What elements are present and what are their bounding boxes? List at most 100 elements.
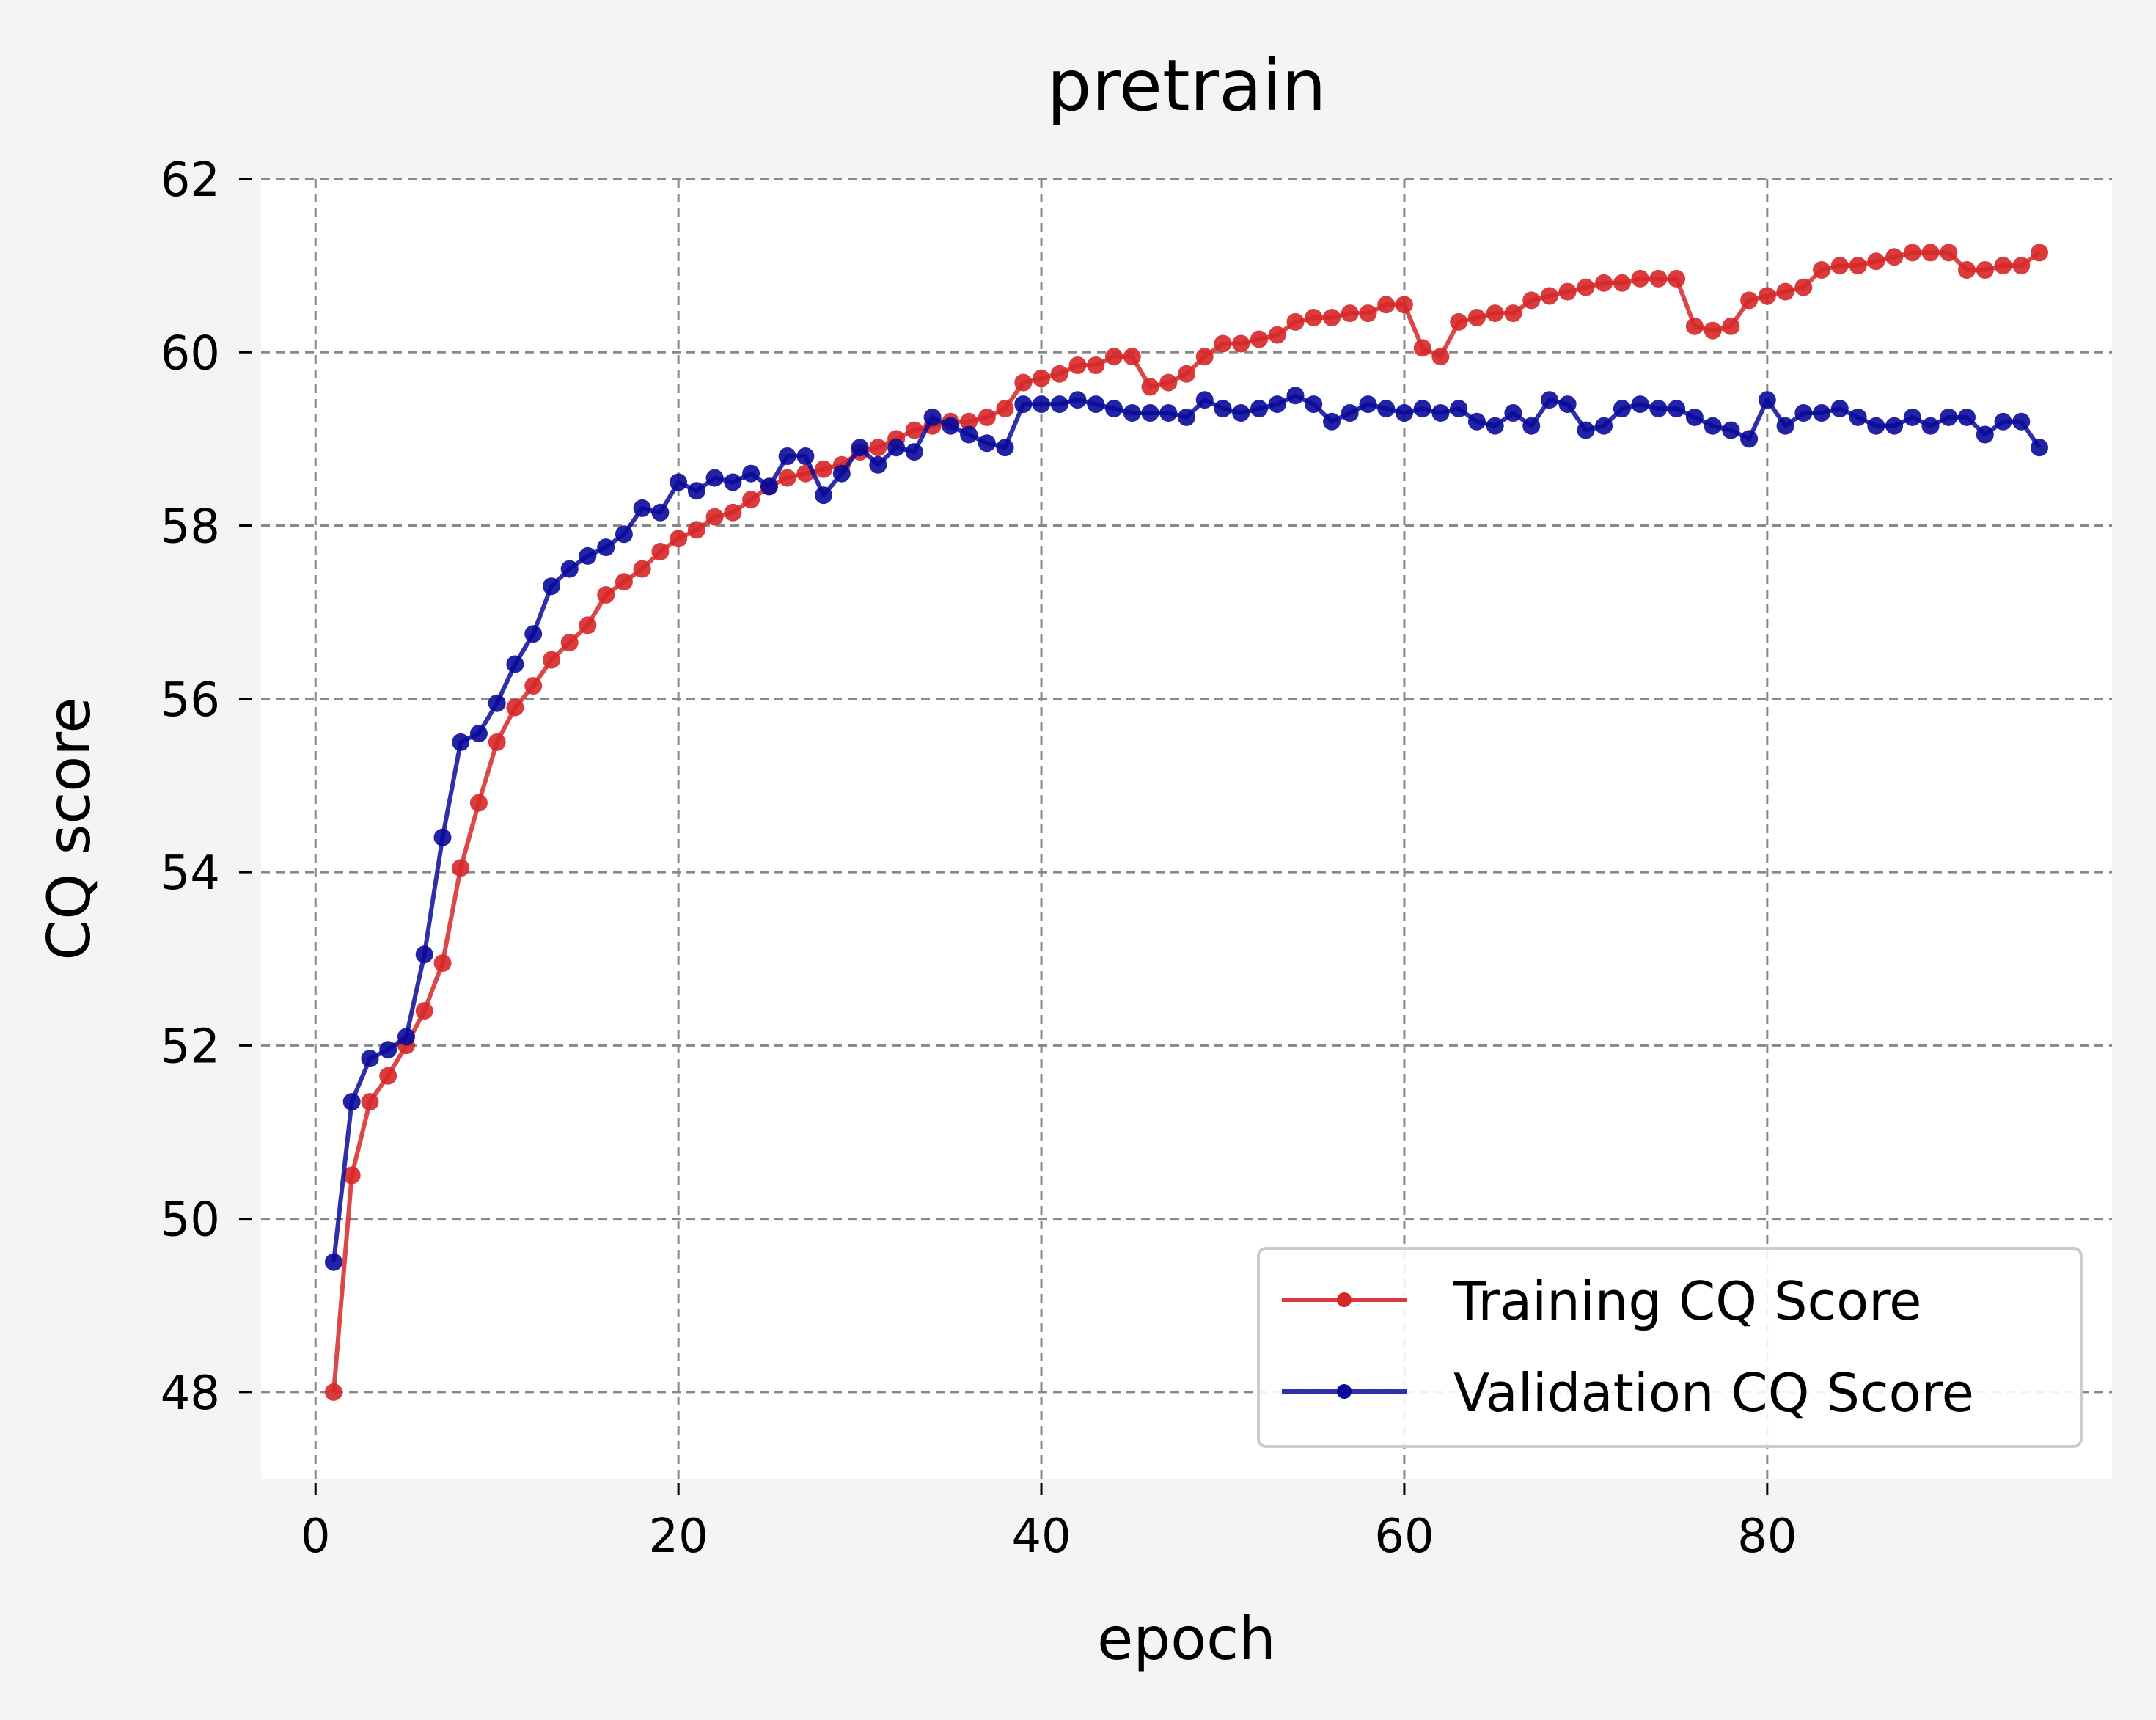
data-point-training-cq-score: [1141, 378, 1159, 396]
data-point-training-cq-score: [1359, 304, 1377, 323]
data-point-training-cq-score: [1305, 309, 1323, 326]
data-point-training-cq-score: [1087, 356, 1105, 374]
data-point-validation-cq-score: [1232, 404, 1250, 422]
data-point-validation-cq-score: [1504, 404, 1522, 422]
data-point-training-cq-score: [1050, 365, 1068, 383]
data-point-validation-cq-score: [1794, 404, 1813, 422]
data-point-validation-cq-score: [1649, 400, 1668, 418]
data-point-training-cq-score: [1722, 317, 1740, 335]
y-tick-label: 52: [161, 1020, 220, 1074]
data-point-validation-cq-score: [579, 546, 597, 565]
data-point-validation-cq-score: [796, 447, 815, 465]
data-point-validation-cq-score: [1068, 391, 1087, 409]
data-point-training-cq-score: [1958, 261, 1976, 279]
y-tick-label: 48: [161, 1366, 220, 1421]
data-point-validation-cq-score: [615, 525, 633, 544]
y-tick-label: 54: [161, 846, 220, 901]
data-point-validation-cq-score: [1014, 395, 1033, 414]
data-point-validation-cq-score: [851, 439, 869, 457]
data-point-validation-cq-score: [1830, 400, 1849, 418]
x-tick-label: 0: [301, 1509, 331, 1564]
data-point-validation-cq-score: [1813, 404, 1831, 422]
data-point-validation-cq-score: [415, 945, 433, 964]
data-point-validation-cq-score: [1885, 417, 1904, 435]
data-point-validation-cq-score: [1214, 400, 1232, 418]
legend-label-validation: Validation CQ Score: [1453, 1362, 1974, 1424]
data-point-validation-cq-score: [1123, 404, 1141, 422]
data-point-training-cq-score: [1794, 278, 1813, 296]
data-point-training-cq-score: [1830, 257, 1849, 275]
data-point-validation-cq-score: [1159, 404, 1178, 422]
data-point-training-cq-score: [651, 543, 670, 560]
data-point-training-cq-score: [687, 521, 705, 539]
data-point-training-cq-score: [1068, 356, 1087, 374]
data-point-validation-cq-score: [1704, 417, 1722, 435]
data-point-training-cq-score: [1033, 369, 1050, 387]
data-point-training-cq-score: [506, 698, 524, 717]
data-point-training-cq-score: [1195, 348, 1214, 366]
data-point-training-cq-score: [1758, 287, 1776, 305]
data-point-validation-cq-score: [1631, 395, 1649, 414]
data-point-training-cq-score: [615, 573, 633, 591]
data-point-training-cq-score: [978, 408, 996, 426]
data-point-training-cq-score: [778, 469, 796, 487]
data-point-validation-cq-score: [1250, 400, 1268, 418]
x-tick-label: 20: [648, 1509, 708, 1564]
data-point-validation-cq-score: [887, 439, 906, 457]
data-point-training-cq-score: [724, 503, 742, 522]
data-point-training-cq-score: [469, 794, 488, 812]
data-point-training-cq-score: [1740, 291, 1759, 310]
data-point-training-cq-score: [524, 677, 543, 695]
data-point-validation-cq-score: [905, 443, 923, 461]
data-point-training-cq-score: [1467, 309, 1486, 326]
data-point-validation-cq-score: [1141, 404, 1159, 422]
data-point-validation-cq-score: [1341, 404, 1359, 422]
data-point-training-cq-score: [1776, 282, 1794, 301]
data-point-validation-cq-score: [1558, 395, 1577, 414]
data-point-validation-cq-score: [2012, 412, 2031, 431]
data-point-training-cq-score: [597, 586, 615, 604]
y-tick-label: 50: [161, 1193, 220, 1248]
data-point-training-cq-score: [1976, 261, 1994, 279]
data-point-training-cq-score: [1649, 269, 1668, 288]
axes: 0 20 40 60 80 48 50 52 54 56 58 60 62: [161, 153, 1797, 1564]
data-point-training-cq-score: [560, 634, 579, 651]
data-point-training-cq-score: [1813, 261, 1831, 279]
data-point-training-cq-score: [1014, 373, 1033, 392]
data-point-validation-cq-score: [1976, 425, 1994, 444]
data-point-training-cq-score: [1685, 317, 1704, 335]
data-point-validation-cq-score: [869, 455, 887, 474]
data-point-training-cq-score: [869, 439, 887, 457]
data-point-validation-cq-score: [670, 473, 688, 491]
data-point-validation-cq-score: [2031, 439, 2048, 457]
data-point-training-cq-score: [1431, 348, 1450, 366]
data-point-training-cq-score: [1631, 269, 1649, 288]
data-point-validation-cq-score: [1685, 408, 1704, 426]
data-point-training-cq-score: [905, 421, 923, 439]
data-point-validation-cq-score: [1522, 417, 1541, 435]
data-point-validation-cq-score: [978, 434, 996, 453]
data-point-training-cq-score: [2012, 257, 2031, 275]
data-point-training-cq-score: [1395, 296, 1413, 314]
data-point-training-cq-score: [1540, 287, 1558, 305]
y-axis-label: CQ score: [35, 697, 103, 960]
data-point-training-cq-score: [379, 1066, 397, 1085]
data-point-training-cq-score: [960, 412, 978, 431]
y-tick-label: 58: [161, 500, 220, 555]
data-point-validation-cq-score: [1758, 391, 1776, 409]
grid-lines: [261, 178, 2112, 1479]
data-point-validation-cq-score: [1286, 387, 1305, 405]
data-point-validation-cq-score: [1740, 430, 1759, 448]
data-point-training-cq-score: [1903, 244, 1921, 262]
data-point-training-cq-score: [1704, 321, 1722, 340]
data-point-training-cq-score: [1159, 373, 1178, 392]
data-point-validation-cq-score: [469, 725, 488, 743]
data-point-validation-cq-score: [342, 1093, 361, 1111]
data-point-validation-cq-score: [1849, 408, 1867, 426]
legend-marker-training: [1337, 1292, 1352, 1307]
y-tick-label: 56: [161, 673, 220, 728]
data-point-training-cq-score: [452, 859, 470, 877]
data-point-training-cq-score: [415, 1002, 433, 1020]
data-point-training-cq-score: [1268, 326, 1286, 344]
data-point-validation-cq-score: [1958, 408, 1976, 426]
